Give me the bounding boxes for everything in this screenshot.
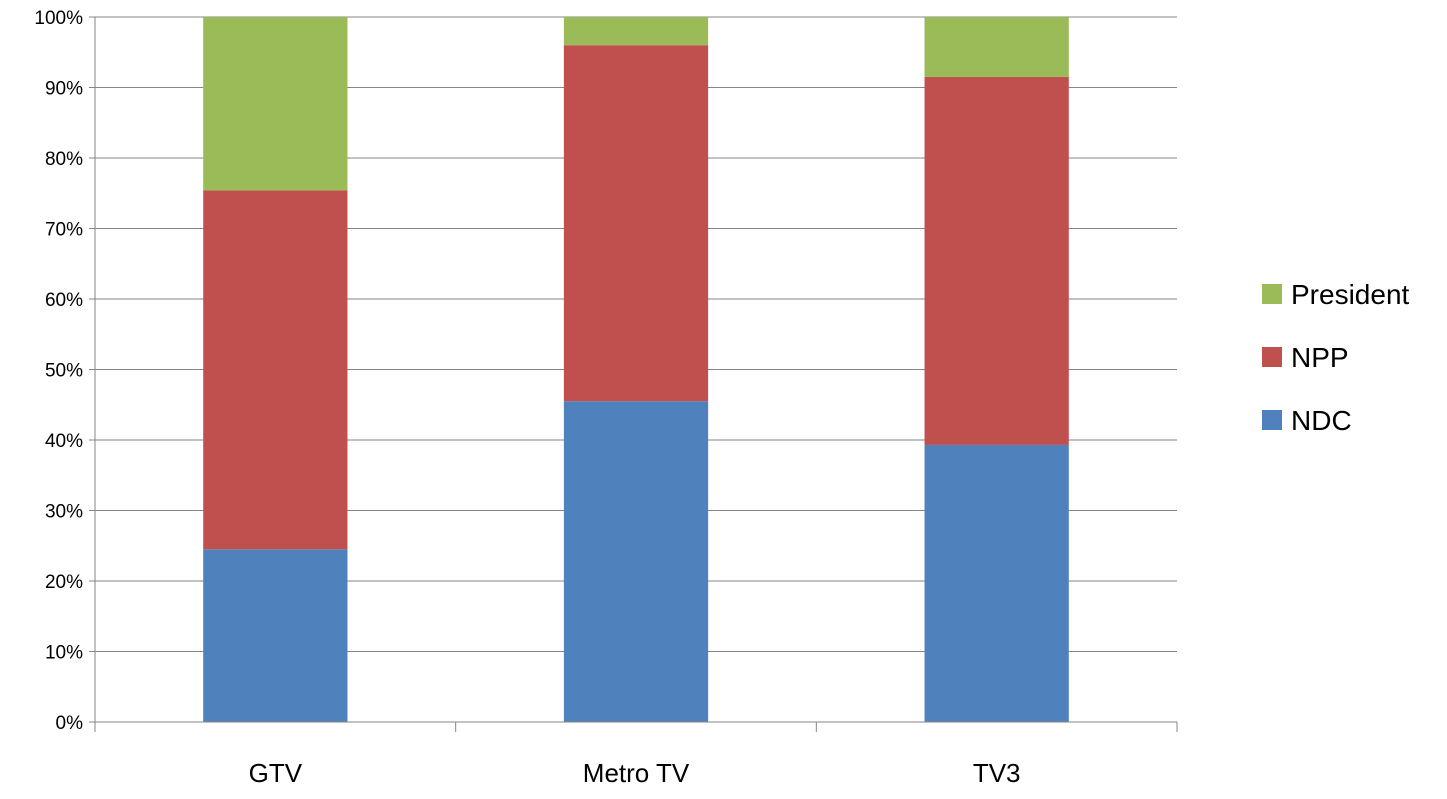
x-tick-label: GTV: [249, 758, 303, 788]
legend-swatch-ndc: [1262, 410, 1282, 430]
y-tick-label: 80%: [45, 149, 83, 170]
bar-segment-npp: [924, 76, 1069, 445]
bar-segment-npp: [563, 45, 709, 402]
legend-label: NDC: [1291, 405, 1352, 436]
axes: [94, 17, 1178, 732]
legend-label: NPP: [1291, 342, 1349, 373]
y-tick-label: 0%: [56, 713, 84, 734]
x-tick-label: TV3: [973, 758, 1021, 788]
y-tick-label: 10%: [45, 643, 83, 664]
bars: [203, 17, 1069, 722]
bar-segment-npp: [203, 190, 348, 550]
y-tick-label: 60%: [45, 290, 83, 311]
bar-segment-ndc: [563, 401, 709, 722]
legend-label: President: [1291, 279, 1410, 310]
y-tick-label: 100%: [34, 8, 83, 29]
legend-swatch-npp: [1262, 347, 1282, 367]
axis-labels: 0% 10% 20% 30% 40% 50% 60% 70% 80% 90% 100% GTV Metr…: [34, 8, 1020, 788]
bar-segment-president: [924, 17, 1069, 77]
bar-segment-president: [563, 17, 709, 46]
bar-segment-ndc: [924, 444, 1069, 722]
y-tick-label: 20%: [45, 572, 83, 593]
y-tick-label: 40%: [45, 431, 83, 452]
y-tick-label: 50%: [45, 361, 83, 382]
bar-segment-president: [203, 17, 348, 191]
bar-segment-ndc: [203, 549, 348, 722]
x-tick-label: Metro TV: [583, 758, 690, 788]
legend: President NPP NDC: [1262, 279, 1410, 436]
y-tick-label: 70%: [45, 220, 83, 241]
y-tick-label: 90%: [45, 79, 83, 100]
legend-swatch-president: [1262, 284, 1282, 304]
y-tick-label: 30%: [45, 502, 83, 523]
